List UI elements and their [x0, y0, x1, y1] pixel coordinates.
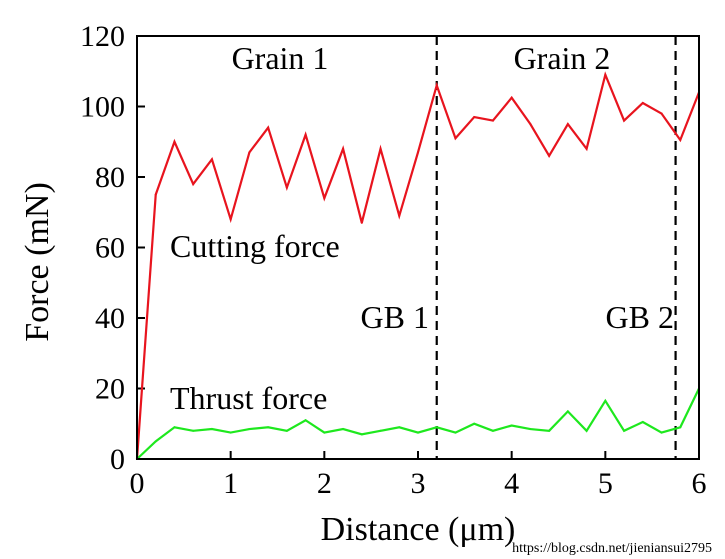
thrust-force-point [285, 429, 288, 432]
cutting-force-point [285, 186, 288, 189]
y-tick-label: 80 [95, 161, 125, 194]
thrust-force-label: Thrust force [170, 380, 327, 416]
thrust-force-point [360, 433, 363, 436]
cutting-force-point [210, 158, 213, 161]
thrust-force-point [491, 429, 494, 432]
thrust-force-point [679, 426, 682, 429]
thrust-force-point [342, 428, 345, 431]
thrust-force-point [398, 426, 401, 429]
x-tick-label: 1 [223, 467, 238, 500]
cutting-force-point [342, 147, 345, 150]
x-tick-label: 6 [692, 467, 707, 500]
thrust-force-point [435, 426, 438, 429]
x-axis-title: Distance (μm) [321, 511, 516, 548]
y-tick-label: 20 [95, 373, 125, 406]
cutting-force-point [679, 138, 682, 141]
cutting-force-point [248, 151, 251, 154]
x-tick-label: 0 [130, 467, 145, 500]
thrust-force-point [473, 422, 476, 425]
thrust-force-point [248, 428, 251, 431]
cutting-force-point [192, 183, 195, 186]
y-tick-label: 100 [80, 91, 125, 124]
cutting-force-point [641, 101, 644, 104]
thrust-force-point [210, 428, 213, 431]
cutting-force-point [623, 119, 626, 122]
thrust-force-point [267, 426, 270, 429]
thrust-force-point [304, 419, 307, 422]
cutting-force-point [660, 112, 663, 115]
thrust-force-point [529, 428, 532, 431]
thrust-force-point [173, 426, 176, 429]
cutting-force-point [360, 221, 363, 224]
cutting-force-point [323, 197, 326, 200]
cutting-force-point [304, 133, 307, 136]
cutting-force-point [566, 123, 569, 126]
cutting-force-point [585, 147, 588, 150]
cutting-force-point [398, 214, 401, 217]
y-tick-label: 120 [80, 20, 125, 53]
cutting-force-point [417, 151, 419, 154]
thrust-force-point [154, 440, 157, 443]
thrust-force-point [660, 431, 663, 434]
cutting-force-point [491, 119, 494, 122]
gb1-label: GB 1 [361, 299, 429, 335]
cutting-force-point [379, 147, 382, 150]
thrust-force-point [604, 399, 607, 402]
watermark: https://blog.csdn.net/jieniansui2795 [512, 541, 712, 556]
thrust-force-point [229, 431, 232, 434]
thrust-force-point [510, 424, 513, 427]
cutting-force-point [154, 193, 157, 196]
cutting-force-label: Cutting force [170, 228, 340, 264]
thrust-force-point [323, 431, 326, 434]
grain-1-label: Grain 1 [232, 40, 329, 76]
cutting-force-point [529, 123, 532, 126]
y-tick-label: 60 [95, 232, 125, 265]
cutting-force-point [173, 140, 176, 143]
thrust-force-point [454, 431, 457, 434]
thrust-force-point [585, 429, 588, 432]
x-tick-label: 3 [411, 467, 426, 500]
thrust-force-point [379, 429, 382, 432]
gb2-label: GB 2 [606, 299, 674, 335]
thrust-force-point [623, 429, 626, 432]
y-tick-label: 40 [95, 302, 125, 335]
y-tick-label: 0 [110, 443, 125, 476]
x-tick-label: 4 [504, 467, 519, 500]
x-tick-label: 2 [317, 467, 332, 500]
cutting-force-point [454, 137, 457, 140]
cutting-force-point [604, 73, 607, 76]
thrust-force-point [641, 420, 644, 423]
cutting-force-point [548, 154, 551, 157]
cutting-force-point [229, 218, 232, 221]
plot-frame [136, 35, 700, 460]
cutting-force-point [267, 126, 270, 129]
cutting-force-point [473, 116, 476, 119]
thrust-force-point [548, 429, 551, 432]
x-tick-label: 5 [598, 467, 613, 500]
thrust-force-point [417, 431, 419, 434]
cutting-force-point [435, 84, 438, 87]
grain-2-label: Grain 2 [514, 40, 611, 76]
thrust-force-point [566, 410, 569, 413]
cutting-force-point [510, 96, 513, 99]
thrust-force-point [192, 429, 195, 432]
y-axis-title: Force (mN) [19, 182, 56, 342]
